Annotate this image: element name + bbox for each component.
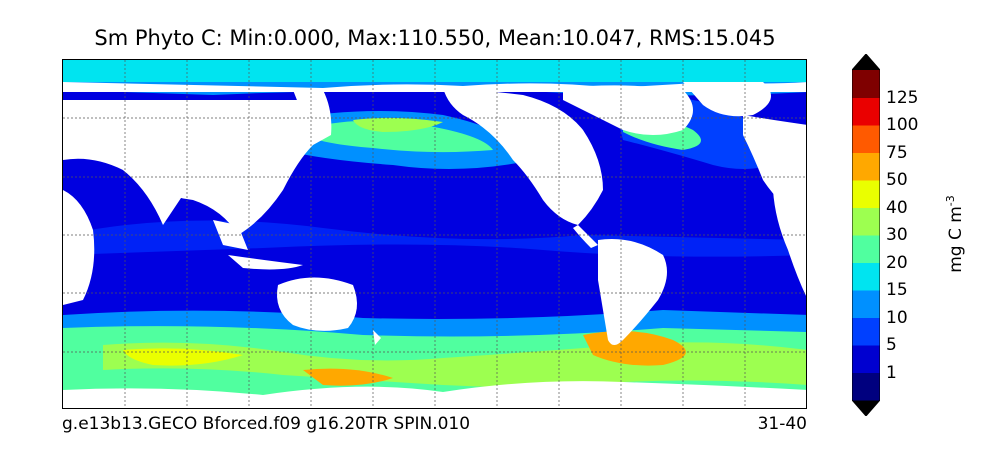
land-kamchatka (293, 90, 332, 145)
colorbar-tick-label: 15 (886, 280, 908, 300)
ocean-map (62, 59, 807, 409)
colorbar-segment (852, 290, 880, 318)
graticule (63, 60, 806, 408)
land-greenland (683, 82, 771, 117)
north-pacific-peak (353, 117, 443, 132)
colorbar-label: mg C m-3 (944, 195, 966, 273)
land-canada-east (563, 85, 693, 135)
colorbar-tick-label: 30 (886, 225, 908, 245)
colorbar-unit-exponent: -3 (944, 195, 958, 207)
land-new-zealand (373, 330, 381, 345)
colorbar-tick-label: 40 (886, 197, 908, 218)
colorbar-tick-label: 1 (886, 362, 897, 383)
colorbar (852, 54, 880, 416)
colorbar-tick-label: 75 (886, 142, 908, 163)
land-australia (277, 277, 357, 331)
colorbar-segment (852, 125, 880, 153)
colorbar-tick-label: 20 (886, 252, 908, 273)
land-south-america (598, 239, 667, 345)
case-name: g.e13b13.GECO Bforced.f09 g16.20TR SPIN.… (62, 414, 471, 434)
colorbar-tick-label: 100 (886, 115, 919, 135)
colorbar-tick-label: 50 (886, 170, 908, 190)
colorbar-tick-label: 5 (886, 335, 897, 355)
colorbar-segment (852, 372, 880, 401)
colorbar-tick-label: 125 (886, 87, 919, 108)
colorbar-segment (852, 70, 880, 98)
colorbar-segment (852, 97, 880, 126)
arctic-band (63, 60, 806, 82)
colorbar-segment (852, 180, 880, 208)
colorbar-segment (852, 345, 880, 373)
land-central-america (573, 225, 598, 248)
map-svg (63, 60, 806, 408)
colorbar-segment (852, 152, 880, 181)
land-indochina (213, 220, 248, 250)
land-india (123, 170, 183, 225)
land-asia-west (63, 60, 315, 235)
colorbar-under-arrow (852, 400, 880, 416)
land-africa-east (63, 190, 95, 305)
southern-pacific-peak (303, 368, 393, 386)
land-europe (743, 115, 806, 220)
land-indonesia (228, 255, 303, 270)
year-range: 31-40 (757, 414, 807, 434)
north-pacific-core (308, 120, 493, 153)
colorbar-unit: mg C m (945, 206, 966, 273)
colorbar-over-arrow (852, 54, 880, 70)
southern-indian-peak (123, 348, 243, 366)
land-africa-west (773, 190, 806, 296)
colorbar-segment (852, 317, 880, 346)
colorbar-segment (852, 262, 880, 291)
colorbar-tick-label: 10 (886, 307, 908, 328)
colorbar-segment (852, 207, 880, 236)
plot-title: Sm Phyto C: Min:0.000, Max:110.550, Mean… (94, 26, 776, 50)
land-north-america (443, 88, 603, 225)
colorbar-segment (852, 235, 880, 263)
